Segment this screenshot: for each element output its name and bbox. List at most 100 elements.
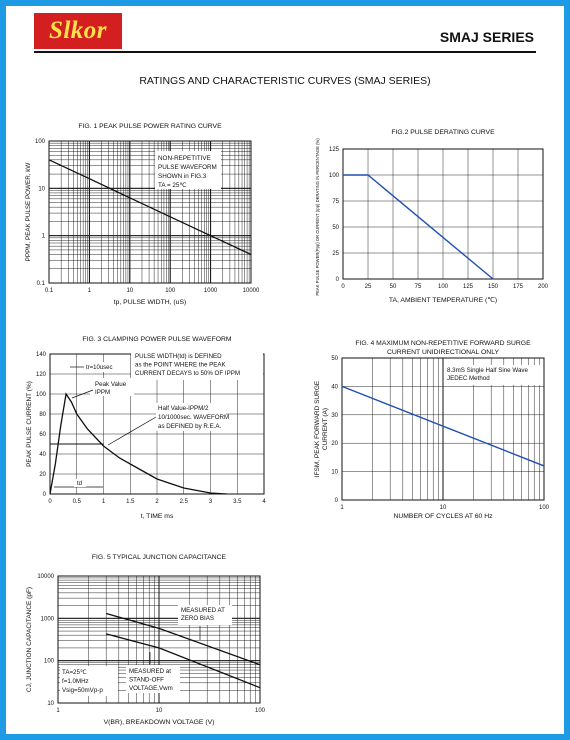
fig3-y-tick-label: 20	[39, 472, 46, 478]
fig3-y-tick-label: 100	[36, 392, 47, 398]
fig1-x-axis-label: tp, PULSE WIDTH, (uS)	[114, 299, 187, 306]
fig4-title: FIG. 4 MAXIMUM NON-REPETITIVE FORWARD SU…	[355, 340, 531, 347]
fig5-y-tick-label: 10000	[37, 574, 54, 580]
fig5-standoff-text: MEASURED at	[129, 668, 171, 675]
fig3-x-tick-label: 3.5	[233, 499, 242, 505]
fig3-peak-label: IPPM	[95, 389, 110, 396]
fig5-conditions-text: TA=25℃	[62, 669, 87, 676]
fig3-x-tick-label: 0	[48, 499, 52, 505]
fig4-annotation-bg	[444, 365, 540, 385]
fig2-x-tick-label: 100	[438, 284, 449, 290]
fig2-y-tick-label: 50	[332, 225, 339, 231]
fig2-y-tick-label: 0	[336, 277, 340, 283]
fig1-title: FIG. 1 PEAK PULSE POWER RATING CURVE	[78, 123, 222, 130]
fig3-y-tick-label: 120	[36, 372, 47, 378]
fig3-half-bg	[156, 403, 226, 431]
fig3-x-tick-label: 3	[209, 499, 213, 505]
fig3-x-tick-label: 1.5	[126, 499, 135, 505]
fig2-x-tick-label: 150	[488, 284, 499, 290]
fig2-title: FIG.2 PULSE DERATING CURVE	[391, 129, 495, 136]
fig3-x-tick-label: 2	[155, 499, 159, 505]
fig5-standoff-text: VOLTAGE,Vwm	[129, 685, 173, 692]
fig3-y-tick-label: 40	[39, 452, 46, 458]
fig2-x-axis-label: TA, AMBIENT TEMPERATURE (℃)	[389, 297, 497, 304]
fig3-x-tick-label: 2.5	[180, 499, 189, 505]
fig2-y-tick-label: 125	[329, 147, 340, 153]
fig1-x-tick-label: 10000	[243, 288, 260, 294]
series-title: SMAJ SERIES	[439, 29, 534, 45]
fig5-zero-bias-bg	[178, 605, 232, 625]
fig1-y-axis-label: PPPM, PEAK PULSE POWER, kW	[25, 163, 32, 262]
fig1-x-tick-label: 1000	[204, 288, 218, 294]
fig1-x-tick-label: 10	[126, 288, 133, 294]
fig2-x-tick-label: 0	[341, 284, 345, 290]
fig3-title: FIG. 3 CLAMPING POWER PULSE WAVEFORM	[82, 336, 232, 343]
fig4-annotation: 8.3mS Single Half Sine Wave	[447, 367, 528, 374]
fig3-x-axis-label: t, TIME ms	[141, 513, 174, 520]
fig3-pulse-width-bg	[131, 350, 263, 380]
fig4-subtitle: CURRENT UNIDIRECTIONAL ONLY	[387, 349, 500, 356]
fig1-series-line	[48, 159, 252, 256]
fig3-y-tick-label: 60	[39, 432, 46, 438]
fig1-annotation: PULSE WAVEFORM	[158, 164, 217, 171]
fig2-y-tick-label: 75	[332, 199, 339, 205]
fig3-peak-bg	[90, 378, 134, 396]
fig4-y-tick-label: 10	[331, 470, 338, 476]
fig3-tr-bg	[83, 362, 123, 372]
fig5-conditions-text: Vsig=50mVp-p	[62, 687, 103, 694]
fig1-x-tick-label: 1	[88, 288, 92, 294]
fig4-x-tick-label: 10	[440, 505, 447, 511]
fig2-y-axis-label: PEAK PULSE POWER(Ppp) OR CURRENT (Ipp) D…	[315, 138, 320, 296]
fig3-y-tick-label: 0	[43, 492, 47, 498]
fig2-y-tick-label: 100	[329, 173, 340, 179]
fig1-x-tick-label: 0.1	[45, 288, 54, 294]
fig3-pulse-width-text: CURRENT DECAYS to 50% OF IPPM	[135, 370, 240, 377]
brand-logo-text: Slkor	[48, 17, 108, 44]
fig4-x-axis-label: NUMBER OF CYCLES AT 60 Hz	[393, 513, 493, 520]
fig1-annotation: NON-REPETITIVE	[158, 155, 211, 162]
fig3-pulse-width-text: PULSE WIDTH(td) is DEFINED	[135, 353, 222, 360]
fig2-x-tick-label: 75	[415, 284, 422, 290]
fig1-x-tick-label: 100	[165, 288, 176, 294]
fig4-series-line	[341, 385, 545, 467]
fig4-y-axis-label-line2: CURRENT (A)	[322, 408, 329, 450]
fig3-x-tick-label: 4	[262, 499, 266, 505]
fig4-x-tick-label: 100	[539, 505, 550, 511]
fig4-annotation: JEDEC Method	[447, 375, 490, 382]
fig5-series-line-2	[106, 633, 261, 689]
fig5-zero-bias-text: ZERO BIAS	[181, 615, 214, 622]
fig5-series-line-1	[106, 612, 261, 666]
fig2-x-tick-label: 50	[390, 284, 397, 290]
fig5-standoff-text: STAND-OFF	[129, 677, 164, 684]
fig1-y-tick-label: 100	[35, 139, 46, 145]
fig4-x-tick-label: 1	[340, 505, 344, 511]
fig5-standoff-bg	[126, 665, 180, 693]
fig1-y-tick-label: 10	[38, 186, 45, 192]
fig5-x-tick-label: 100	[255, 708, 266, 714]
fig2-series-line	[343, 174, 494, 280]
fig3-half-text: Half Value-IPPM/2	[158, 405, 209, 412]
fig5-conditions-bg	[60, 666, 118, 696]
fig1-y-tick-label: 1	[42, 234, 46, 240]
fig3-half-text: as DEFINED by R.E.A.	[158, 423, 222, 430]
fig4-y-tick-label: 40	[331, 384, 338, 390]
fig2-x-tick-label: 125	[463, 284, 474, 290]
fig3-x-tick-label: 1	[102, 499, 106, 505]
fig2-y-tick-label: 25	[332, 251, 339, 257]
fig4-y-tick-label: 20	[331, 441, 338, 447]
fig3-peak-arrow	[71, 389, 94, 399]
fig5-y-tick-label: 10	[47, 701, 54, 707]
fig1-y-tick-label: 0.1	[37, 281, 46, 287]
fig2-x-tick-label: 25	[365, 284, 372, 290]
fig5-title: FIG. 5 TYPICAL JUNCTION CAPACITANCE	[92, 554, 227, 561]
section-title: RATINGS AND CHARACTERISTIC CURVES (SMAJ …	[139, 75, 431, 87]
fig1-annotation-bg	[155, 151, 221, 189]
fig3-half-arrow	[107, 416, 157, 446]
fig3-pulse-width-text: as the POINT WHERE the PEAK	[135, 362, 227, 369]
fig5-zero-bias-text: MEASURED AT	[181, 607, 225, 614]
fig3-series-line	[49, 392, 227, 495]
fig3-peak-label: Peak Value	[95, 381, 127, 388]
fig3-td-bg	[74, 479, 86, 487]
fig3-x-tick-label: 0.5	[73, 499, 82, 505]
